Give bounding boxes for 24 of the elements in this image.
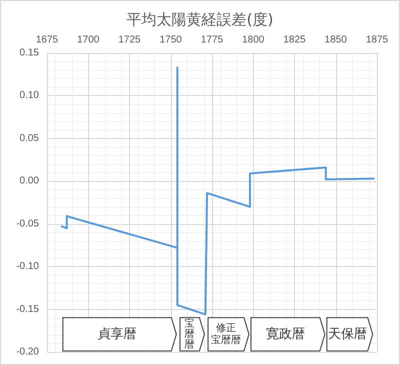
y-tick-label: -0.20 [16,346,40,358]
y-tick-label: -0.05 [16,218,40,230]
x-tick-label: 1725 [118,34,142,46]
band-label: 修正宝暦暦 [211,322,241,346]
band-label: 貞享暦 [98,326,137,342]
y-tick-label: -0.10 [16,261,40,272]
band-label: 天保暦 [328,326,367,342]
y-tick-label: 0.15 [20,48,40,58]
y-tick-label: 0.10 [20,90,40,102]
x-tick-label: 1775 [200,34,224,46]
line-series [60,66,375,316]
x-tick-label: 1825 [283,34,306,46]
x-tick-label: 1875 [366,34,389,46]
y-tick-label: -0.15 [16,304,40,315]
x-tick-label: 1750 [160,34,182,46]
chart-title: 平均太陽黄経誤差(度) [126,10,274,28]
x-tick-label: 1675 [36,34,59,46]
y-tick-label: 0.05 [20,132,40,144]
x-tick-label: 1800 [242,34,265,46]
band-label: 寛政暦 [266,326,305,342]
y-tick-label: 0.00 [20,176,40,187]
x-tick-label: 1700 [77,34,100,46]
band-label: 宝暦暦 [184,317,195,350]
x-tick-label: 1850 [324,34,348,46]
